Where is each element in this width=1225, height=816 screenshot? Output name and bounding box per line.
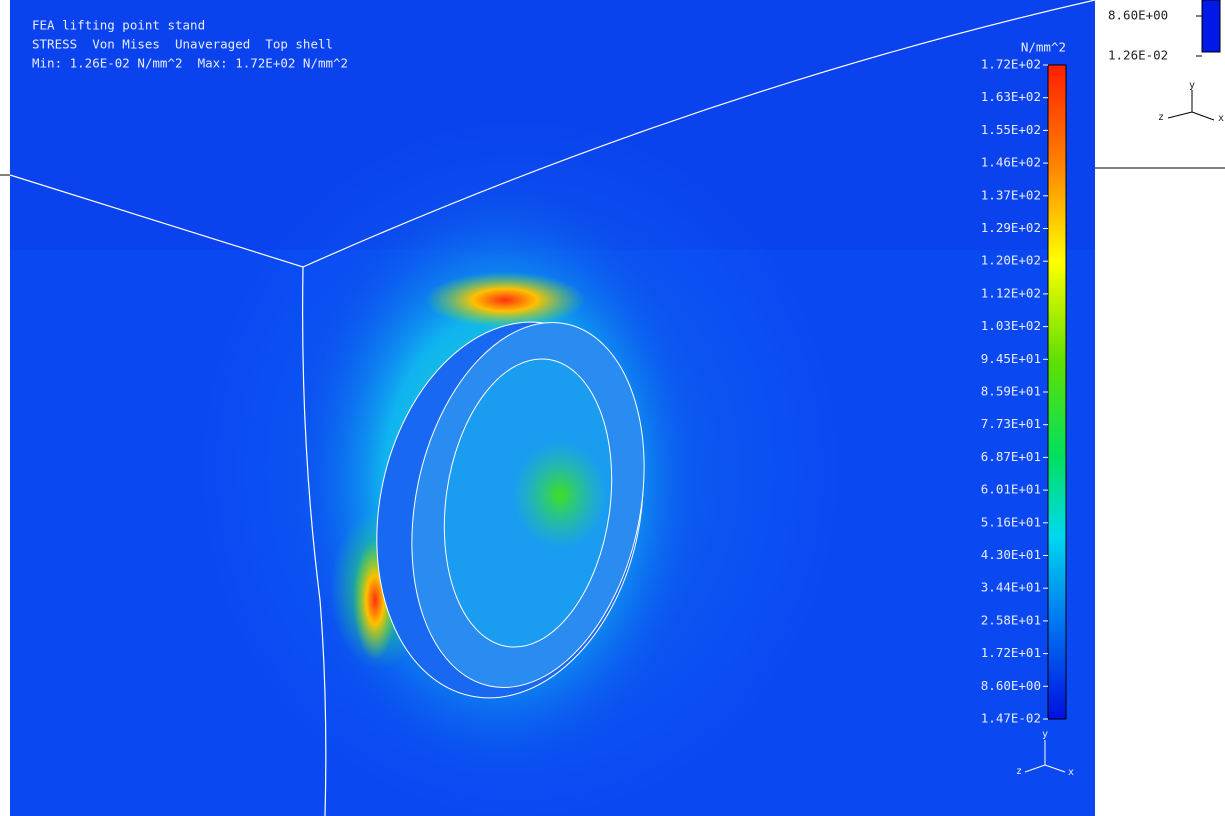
header-line: Min: 1.26E-02 N/mm^2 Max: 1.72E+02 N/mm^… (32, 56, 348, 71)
triad-label: z (1016, 766, 1022, 777)
legend-label: 1.72E+01 (981, 645, 1041, 660)
legend-label: 1.72E+02 (981, 57, 1041, 72)
triad (1168, 90, 1214, 120)
fea-viewer: FEA lifting point stand STRESS Von Mises… (0, 0, 1225, 816)
triad-label: y (1042, 729, 1048, 740)
legend-label: 1.20E+02 (981, 253, 1041, 268)
legend-label: 1.47E-02 (981, 711, 1041, 726)
header-line: STRESS Von Mises Unaveraged Top shell (32, 37, 333, 52)
legend-label: 1.46E+02 (981, 155, 1041, 170)
side-label: 1.26E-02 (1108, 48, 1168, 63)
legend-unit: N/mm^2 (1021, 40, 1066, 55)
legend-label: 2.58E+01 (981, 612, 1041, 627)
legend-label: 5.16E+01 (981, 514, 1041, 529)
legend-label: 1.55E+02 (981, 122, 1041, 137)
side-color-bar (1202, 0, 1220, 52)
contour (425, 272, 585, 328)
legend-label: 1.37E+02 (981, 187, 1041, 202)
contour (512, 440, 608, 550)
legend-label: 3.44E+01 (981, 580, 1041, 595)
header-title: FEA lifting point stand (32, 18, 205, 33)
legend-label: 6.01E+01 (981, 482, 1041, 497)
legend-label: 7.73E+01 (981, 416, 1041, 431)
legend-label: 1.12E+02 (981, 285, 1041, 300)
color-bar (1048, 65, 1066, 719)
legend-label: 1.03E+02 (981, 318, 1041, 333)
legend-label: 8.59E+01 (981, 384, 1041, 399)
legend-label: 4.30E+01 (981, 547, 1041, 562)
side-label: 8.60E+00 (1108, 8, 1168, 23)
legend-label: 6.87E+01 (981, 449, 1041, 464)
triad-label: z (1158, 112, 1164, 123)
legend-label: 9.45E+01 (981, 351, 1041, 366)
triad-label: x (1218, 113, 1224, 124)
legend-label: 1.63E+02 (981, 89, 1041, 104)
triad-label: x (1068, 767, 1074, 778)
legend-label: 1.29E+02 (981, 220, 1041, 235)
page: FEA lifting point stand STRESS Von Mises… (0, 0, 1225, 816)
legend-label: 8.60E+00 (981, 678, 1041, 693)
triad-label: y (1189, 80, 1195, 91)
